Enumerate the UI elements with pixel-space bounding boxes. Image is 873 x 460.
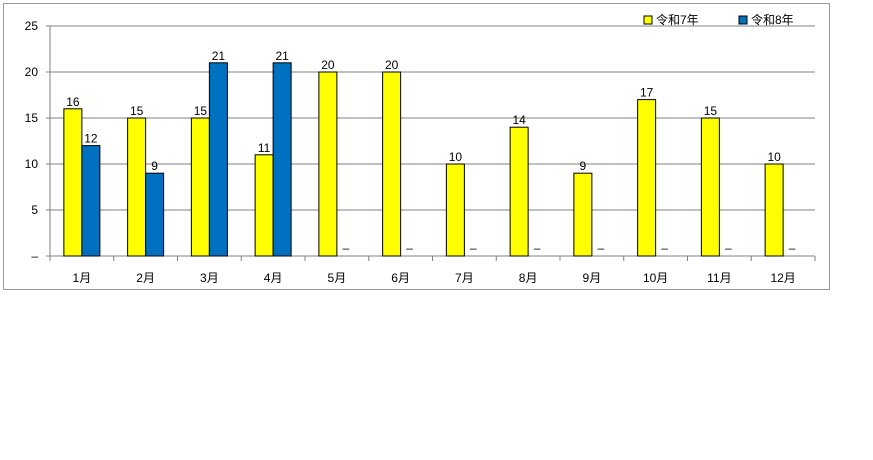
data-label: 16 [66,95,80,109]
data-label: 9 [151,159,158,173]
x-tick-label: 11月 [707,271,731,285]
bar [445,163,465,257]
y-tick-label: 5 [31,203,38,217]
bar [81,145,101,257]
bar [190,117,210,257]
data-label: 21 [212,49,226,63]
bar [764,163,784,257]
data-label: 15 [704,104,718,118]
data-label: 11 [258,141,271,155]
x-tick-label: 10月 [643,271,668,285]
bar [127,117,147,257]
x-tick-label: 12月 [770,271,795,285]
bar [637,99,657,257]
data-label: 20 [385,58,399,72]
x-tick-label: 8月 [519,271,538,285]
data-label: 12 [84,132,98,146]
bar [700,117,720,257]
data-label: 14 [512,113,526,127]
bar [208,62,228,257]
legend-label: 令和7年 [656,12,699,27]
bar [318,71,338,257]
x-tick-label: 2月 [136,271,155,285]
x-tick-label: 5月 [328,271,347,285]
missing-value-label: – [343,241,350,255]
missing-value-label: – [789,241,796,255]
x-tick-label: 3月 [200,271,219,285]
y-tick-label: 20 [25,65,39,79]
legend-swatch [643,15,653,25]
bar [573,172,593,257]
x-tick-label: 1月 [73,271,92,285]
x-tick-label: 9月 [583,271,602,285]
data-label: 21 [275,49,289,63]
data-label: 10 [767,150,781,164]
y-tick-label: – [31,249,38,263]
data-label: 17 [640,86,654,100]
bar [145,172,165,257]
data-label: 20 [321,58,335,72]
bar [63,108,83,257]
x-tick-label: 7月 [455,271,474,285]
bar [509,126,529,257]
y-tick-label: 10 [25,157,39,171]
missing-value-label: – [661,241,668,255]
data-label: 15 [130,104,144,118]
bar [272,62,292,257]
missing-value-label: – [598,241,605,255]
y-tick-label: 25 [25,19,39,33]
data-label: 10 [449,150,463,164]
legend-label: 令和8年 [751,12,794,27]
legend-swatch [738,15,748,25]
bar [254,154,274,257]
missing-value-label: – [534,241,541,255]
y-tick-label: 15 [25,111,39,125]
x-tick-label: 4月 [264,271,283,285]
missing-value-label: – [406,241,413,255]
missing-value-label: – [470,241,477,255]
bar [382,71,402,257]
data-label: 15 [194,104,208,118]
missing-value-label: – [725,241,732,255]
x-tick-label: 6月 [391,271,410,285]
data-label: 9 [580,159,587,173]
